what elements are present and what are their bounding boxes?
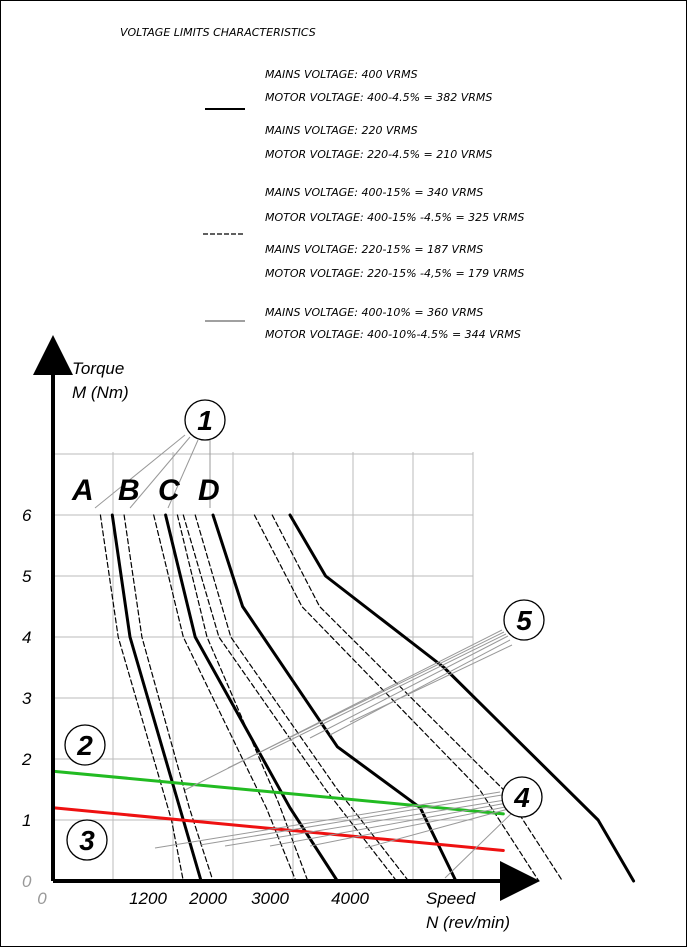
leader-line-4 <box>269 802 508 847</box>
y-tick-label: 5 <box>22 567 32 586</box>
callout-number: 2 <box>76 730 93 761</box>
callout-circle <box>501 776 543 818</box>
torque-curve-dashed-A <box>99 514 184 882</box>
legend-text: MOTOR VOLTAGE: 400-15% -4.5% = 325 VRMS <box>265 211 524 224</box>
leader-line-5 <box>269 633 507 751</box>
y-tick-label: 6 <box>22 506 32 525</box>
torque-curve-D <box>288 513 636 883</box>
leader-line-4 <box>364 807 513 849</box>
leader-line-4 <box>199 794 503 846</box>
y-axis-label: M (Nm) <box>72 383 129 402</box>
callout-number: 5 <box>516 605 532 636</box>
ticks: 0 1 2 3 4 5 6 0 1200 2000 3000 4000 <box>21 506 369 908</box>
torque-curve-A <box>110 513 203 883</box>
x-axis-label: N (rev/min) <box>426 913 510 932</box>
torque-curve-B <box>164 513 339 883</box>
curve-label: C <box>158 474 181 507</box>
callout-number: 3 <box>79 825 95 856</box>
x-tick-label: 4000 <box>331 889 369 908</box>
callout-circle <box>503 599 545 641</box>
leader-line-5 <box>309 635 509 739</box>
curve-label: D <box>198 474 220 507</box>
torque-curve-dashed-C <box>182 514 398 882</box>
load-line-3 <box>51 806 505 852</box>
curve-label: B <box>118 474 140 507</box>
callout-number: 4 <box>513 782 530 813</box>
leader-line-4 <box>309 805 511 847</box>
torque-curve-C <box>211 513 458 883</box>
legend-text: MOTOR VOLTAGE: 400-4.5% = 382 VRMS <box>265 91 492 104</box>
legend-text: MAINS VOLTAGE: 400-15% = 340 VRMS <box>265 186 483 199</box>
legend-text: MAINS VOLTAGE: 400 VRMS <box>265 68 418 81</box>
y-axis-label: Torque <box>72 359 124 378</box>
y-tick-label: 3 <box>22 689 32 708</box>
curves <box>51 513 636 883</box>
legend-text: MAINS VOLTAGE: 220-15% = 187 VRMS <box>265 243 483 256</box>
torque-curve-dashed-D <box>271 514 564 882</box>
x-tick-label: 2000 <box>188 889 227 908</box>
y-tick-label: 1 <box>22 811 31 830</box>
legend-text: MOTOR VOLTAGE: 220-4.5% = 210 VRMS <box>265 148 492 161</box>
leader-line-1 <box>94 434 186 509</box>
legend-text: MAINS VOLTAGE: 220 VRMS <box>265 124 418 137</box>
grid <box>53 452 474 881</box>
callout-number: 1 <box>197 405 213 436</box>
load-line-2 <box>51 769 505 816</box>
legend-text: MOTOR VOLTAGE: 220-15% -4,5% = 179 VRMS <box>265 267 524 280</box>
chart-title: VOLTAGE LIMITS CHARACTERISTICS <box>120 26 316 39</box>
leader-line-5 <box>349 644 513 723</box>
labels: A B C D 1 2 3 4 5 <box>64 399 545 861</box>
leader-line-1 <box>167 439 199 509</box>
leader-line-4 <box>224 799 506 847</box>
callout-circle <box>184 399 226 441</box>
x-tick-label: 1200 <box>129 889 167 908</box>
y-tick-label: 2 <box>21 750 32 769</box>
x-axis-label: Speed <box>426 889 476 908</box>
y-tick-label: 4 <box>22 628 31 647</box>
torque-curve-dashed-D <box>253 514 540 882</box>
leader-line-5 <box>227 631 505 769</box>
x-tick-label: 0 <box>37 889 47 908</box>
leader-lines <box>94 434 516 879</box>
leader-line-4 <box>444 809 516 879</box>
leader-line-1 <box>129 436 191 509</box>
callout-circle <box>64 724 106 766</box>
callout-circle <box>66 819 108 861</box>
legend-text: MOTOR VOLTAGE: 400-10%-4.5% = 344 VRMS <box>265 328 521 341</box>
y-tick-label: 0 <box>22 872 32 891</box>
legend: MAINS VOLTAGE: 400 VRMS MOTOR VOLTAGE: 4… <box>203 68 524 341</box>
x-tick-label: 3000 <box>251 889 289 908</box>
legend-text: MAINS VOLTAGE: 400-10% = 360 VRMS <box>265 306 483 319</box>
leader-line-4 <box>154 791 501 849</box>
leader-line-5 <box>329 639 511 736</box>
torque-curve-dashed-C <box>194 514 410 882</box>
curve-label: A <box>71 474 94 507</box>
